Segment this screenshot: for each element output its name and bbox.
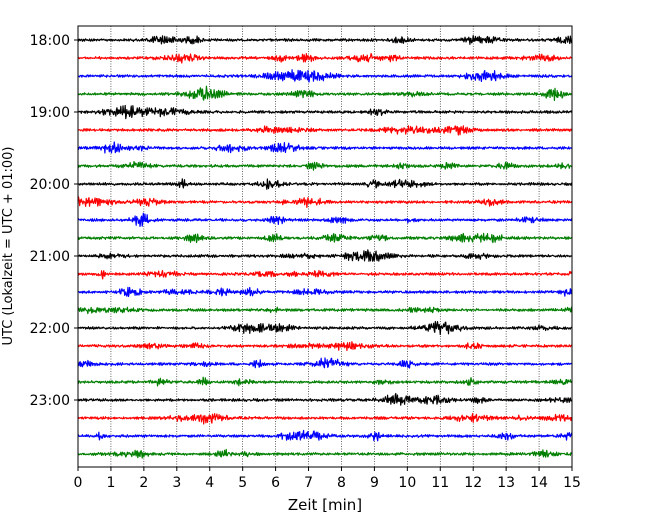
x-tick-label: 7 xyxy=(304,475,313,491)
x-tick-label: 8 xyxy=(337,475,346,491)
seismic-trace-1945 xyxy=(77,160,573,171)
seismic-trace-2345 xyxy=(77,448,573,459)
y-axis-ticks: 18:00 19:00 20:00 21:00 22:00 23:00 xyxy=(30,33,78,409)
seismic-trace-2115 xyxy=(77,269,573,280)
x-tick-label: 0 xyxy=(74,475,83,491)
seismic-trace-1900 xyxy=(77,104,573,120)
x-tick-label: 15 xyxy=(563,475,581,491)
x-axis-label: Zeit [min] xyxy=(288,496,362,514)
x-tick-label: 1 xyxy=(106,475,115,491)
seismic-trace-1845 xyxy=(77,85,573,102)
x-tick-label: 12 xyxy=(464,475,482,491)
x-tick-label: 2 xyxy=(139,475,148,491)
seismic-trace-2130 xyxy=(77,286,573,298)
seismic-trace-2330 xyxy=(77,429,573,442)
y-tick-label: 20:00 xyxy=(30,177,70,193)
y-tick-label: 23:00 xyxy=(30,393,70,409)
seismic-trace-2230 xyxy=(77,357,573,369)
x-tick-label: 13 xyxy=(497,475,515,491)
seismic-trace-2215 xyxy=(77,341,573,352)
x-tick-label: 5 xyxy=(238,475,247,491)
y-tick-label: 22:00 xyxy=(30,321,70,337)
x-tick-label: 10 xyxy=(398,475,416,491)
seismic-trace-1915 xyxy=(77,125,573,136)
seismic-trace-2315 xyxy=(77,412,573,425)
seismic-trace-2000 xyxy=(77,178,573,190)
seismic-trace-1930 xyxy=(77,141,573,154)
x-tick-label: 11 xyxy=(431,475,449,491)
seismic-trace-2245 xyxy=(77,376,573,387)
seismic-trace-1800 xyxy=(77,35,573,45)
seismic-trace-2015 xyxy=(77,196,573,208)
seismic-trace-2200 xyxy=(77,320,573,336)
seismic-trace-1815 xyxy=(77,52,573,64)
y-axis-label: UTC (Lokalzeit = UTC + 01:00) xyxy=(1,147,16,346)
seismic-trace-2045 xyxy=(77,232,573,244)
x-tick-label: 3 xyxy=(172,475,181,491)
x-tick-label: 9 xyxy=(370,475,379,491)
y-tick-label: 19:00 xyxy=(30,105,70,121)
x-tick-label: 4 xyxy=(205,475,214,491)
x-tick-label: 14 xyxy=(530,475,548,491)
y-tick-label: 18:00 xyxy=(30,33,70,49)
grid-layer xyxy=(110,26,540,467)
seismic-trace-2030 xyxy=(77,212,573,228)
x-tick-label: 6 xyxy=(271,475,280,491)
x-axis-ticks: 0 1 2 3 4 5 6 7 8 9 10 11 12 13 14 15 xyxy=(74,467,581,491)
seismic-trace-2100 xyxy=(77,249,573,262)
traces-layer xyxy=(77,35,573,459)
y-tick-label: 21:00 xyxy=(30,249,70,265)
seismic-trace-1830 xyxy=(77,69,573,83)
plot-frame xyxy=(77,25,573,468)
seismic-trace-2300 xyxy=(77,392,573,406)
seismic-trace-2145 xyxy=(77,306,573,315)
